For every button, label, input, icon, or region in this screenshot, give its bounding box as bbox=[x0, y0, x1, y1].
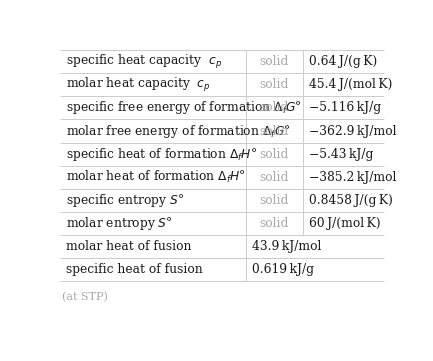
Text: solid: solid bbox=[260, 78, 289, 91]
Text: 0.64 J/(g K): 0.64 J/(g K) bbox=[309, 55, 377, 68]
Text: molar heat of fusion: molar heat of fusion bbox=[66, 240, 192, 253]
Text: solid: solid bbox=[260, 125, 289, 138]
Text: 45.4 J/(mol K): 45.4 J/(mol K) bbox=[309, 78, 392, 91]
Text: solid: solid bbox=[260, 101, 289, 114]
Text: −5.116 kJ/g: −5.116 kJ/g bbox=[309, 101, 381, 114]
Text: −5.43 kJ/g: −5.43 kJ/g bbox=[309, 148, 373, 161]
Text: 0.619 kJ/g: 0.619 kJ/g bbox=[252, 263, 314, 276]
Text: specific entropy $S$°: specific entropy $S$° bbox=[66, 192, 184, 209]
Text: molar heat capacity  $c_p$: molar heat capacity $c_p$ bbox=[66, 76, 211, 94]
Text: specific heat of fusion: specific heat of fusion bbox=[66, 263, 203, 276]
Text: (at STP): (at STP) bbox=[62, 292, 108, 303]
Text: solid: solid bbox=[260, 171, 289, 184]
Text: molar entropy $S$°: molar entropy $S$° bbox=[66, 215, 173, 232]
Text: 43.9 kJ/mol: 43.9 kJ/mol bbox=[252, 240, 322, 253]
Text: molar heat of formation $\Delta_f H$°: molar heat of formation $\Delta_f H$° bbox=[66, 169, 246, 185]
Text: molar free energy of formation $\Delta_f G$°: molar free energy of formation $\Delta_f… bbox=[66, 122, 291, 139]
Text: specific heat capacity  $c_p$: specific heat capacity $c_p$ bbox=[66, 53, 222, 71]
Text: solid: solid bbox=[260, 148, 289, 161]
Text: −385.2 kJ/mol: −385.2 kJ/mol bbox=[309, 171, 396, 184]
Text: −362.9 kJ/mol: −362.9 kJ/mol bbox=[309, 125, 396, 138]
Text: solid: solid bbox=[260, 217, 289, 230]
Text: 60 J/(mol K): 60 J/(mol K) bbox=[309, 217, 381, 230]
Text: specific free energy of formation $\Delta_f G$°: specific free energy of formation $\Delt… bbox=[66, 99, 302, 117]
Text: solid: solid bbox=[260, 55, 289, 68]
Text: specific heat of formation $\Delta_f H$°: specific heat of formation $\Delta_f H$° bbox=[66, 145, 257, 162]
Text: solid: solid bbox=[260, 194, 289, 207]
Text: 0.8458 J/(g K): 0.8458 J/(g K) bbox=[309, 194, 393, 207]
